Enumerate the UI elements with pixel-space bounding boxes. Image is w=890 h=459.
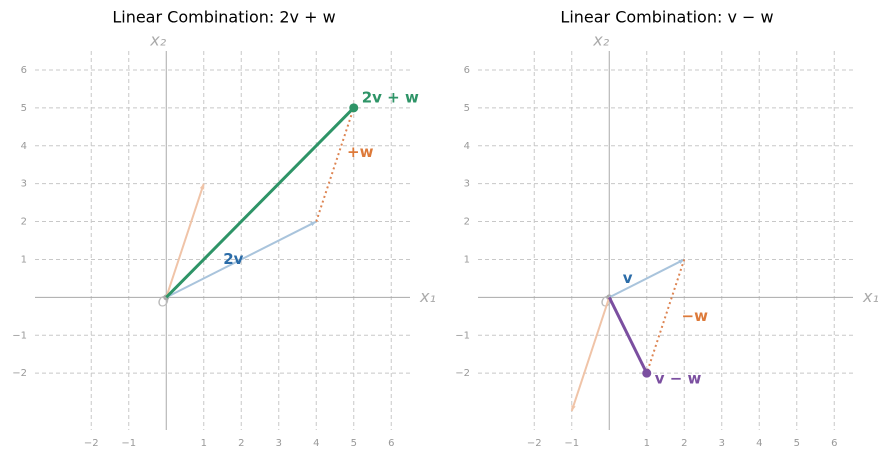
y-axis-label: x₂	[592, 31, 609, 50]
x-tick-label: 4	[756, 438, 762, 449]
x-tick-label: 2	[238, 438, 244, 449]
x-tick-label: 5	[351, 438, 357, 449]
vector-label: 2v + w	[362, 88, 419, 106]
y-tick-label: 2	[464, 217, 470, 228]
origin-label: O	[158, 294, 169, 310]
x-tick-label: 2	[681, 438, 687, 449]
x-tick-label: −2	[84, 438, 99, 449]
x-tick-label: 1	[201, 438, 207, 449]
chart-title: Linear Combination: 2v + w	[112, 8, 335, 27]
x-tick-label: 4	[313, 438, 319, 449]
vector	[165, 183, 205, 298]
y-tick-label: −1	[12, 330, 27, 341]
y-axis-label: x₂	[149, 31, 166, 50]
vector-label: v	[623, 269, 633, 287]
y-tick-label: 4	[21, 141, 27, 152]
vector	[165, 106, 355, 299]
subplot: Linear Combination: 2v + w −2 −1 1 2 3 4 5 6 −2 −1…	[12, 8, 436, 450]
vector-label: v − w	[655, 370, 702, 388]
vector-label: 2v	[223, 250, 243, 268]
y-tick-label: 6	[464, 65, 470, 76]
vector-head	[199, 183, 205, 190]
y-tick-label: 2	[21, 217, 27, 228]
x-tick-label: 6	[831, 438, 837, 449]
y-tick-label: −2	[455, 368, 470, 379]
x-axis-label: x₁	[419, 287, 436, 306]
vector	[570, 297, 611, 412]
y-tick-label: 5	[21, 103, 27, 114]
y-tick-label: 3	[464, 179, 470, 190]
x-tick-label: 6	[388, 438, 394, 449]
subplot: Linear Combination: v − w −2 −1 1 2 3 4 5 6 −2 −1 1…	[455, 8, 879, 450]
y-tick-label: 4	[464, 141, 470, 152]
x-tick-label: 3	[276, 438, 282, 449]
x-tick-label: 5	[794, 438, 800, 449]
vector-head	[349, 103, 359, 113]
chart-title: Linear Combination: v − w	[560, 8, 773, 27]
y-tick-label: −1	[455, 330, 470, 341]
y-tick-label: 5	[464, 103, 470, 114]
vector	[165, 220, 317, 299]
vector	[607, 296, 649, 374]
vector-label: −w	[682, 307, 709, 325]
y-tick-label: 1	[464, 254, 470, 265]
vector-head	[571, 405, 576, 412]
y-tick-label: −2	[12, 368, 27, 379]
y-tick-label: 1	[21, 254, 27, 265]
y-tick-label: 3	[21, 179, 27, 190]
x-axis-label: x₁	[862, 287, 879, 306]
y-tick-label: 6	[21, 65, 27, 76]
x-tick-label: 3	[719, 438, 725, 449]
vector-head	[678, 259, 685, 265]
x-tick-label: −2	[527, 438, 542, 449]
x-tick-label: −1	[121, 438, 136, 449]
vector-label: +w	[347, 143, 374, 161]
x-tick-label: 1	[644, 438, 650, 449]
vector-head	[642, 368, 652, 378]
x-tick-label: −1	[564, 438, 579, 449]
origin-label: O	[601, 294, 612, 310]
vector	[608, 258, 685, 299]
vector-head	[310, 221, 317, 227]
